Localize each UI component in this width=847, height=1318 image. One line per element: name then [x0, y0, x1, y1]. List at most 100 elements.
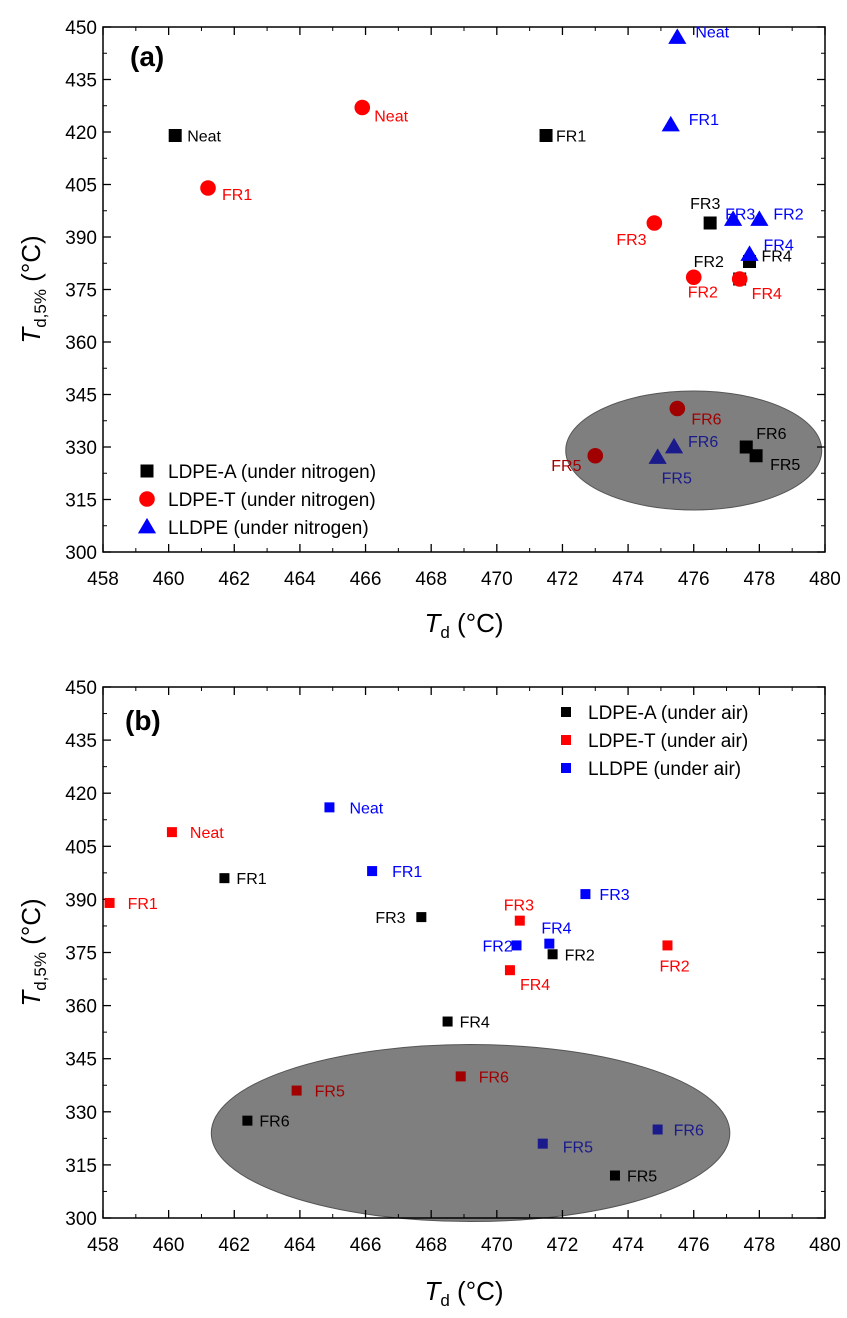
data-point: [661, 115, 680, 132]
data-point: [442, 1016, 453, 1027]
point-label: FR2: [773, 207, 803, 224]
point-label: FR3: [504, 898, 534, 915]
x-tick-label: 462: [218, 569, 250, 590]
point-label: FR5: [551, 458, 581, 475]
point-label: FR3: [599, 887, 629, 904]
point-label: FR3: [690, 196, 720, 213]
y-tick-label: 330: [65, 438, 97, 459]
data-point: [739, 440, 753, 454]
x-tick-label: 460: [153, 1235, 185, 1256]
point-label: FR4: [762, 249, 792, 266]
point-label: FR6: [674, 1123, 704, 1140]
point-label: FR4: [541, 921, 571, 938]
data-point: [750, 210, 769, 226]
x-tick-label: 478: [744, 569, 776, 590]
legend-marker: [140, 464, 154, 478]
y-tick-label: 450: [65, 18, 97, 39]
point-label: FR4: [520, 977, 550, 994]
x-tick-label: 472: [547, 1235, 579, 1256]
data-point: [652, 1124, 663, 1135]
legend-marker: [139, 491, 155, 507]
scatter-chart-b: 458 460 462 464 466 468 470 472 474 476 478 480 300 3…: [16, 678, 841, 1310]
panel-label: (b): [125, 705, 161, 736]
y-tick-label: 420: [65, 784, 97, 805]
data-point: [669, 400, 686, 417]
point-label: FR1: [236, 871, 266, 888]
y-tick-label: 330: [65, 1103, 97, 1124]
point-label: FR5: [770, 457, 800, 474]
x-tick-label: 462: [218, 1235, 250, 1256]
legend-marker: [561, 763, 571, 773]
x-tick-label: 480: [809, 569, 841, 590]
x-axis-label: Td (°C): [424, 1276, 503, 1310]
data-point: [166, 827, 177, 838]
data-point: [200, 180, 216, 196]
x-tick-label: 474: [612, 569, 644, 590]
data-point: [724, 210, 743, 226]
point-label: FR1: [556, 129, 586, 146]
data-point: [511, 940, 522, 951]
y-tick-label: 450: [65, 678, 97, 699]
y-tick-label: 435: [65, 731, 97, 752]
point-label: FR4: [764, 238, 794, 255]
chart-panel-a: 458 460 462 464 466 468 470 472 474 476 478 480 300 3…: [16, 18, 841, 642]
y-tick-label: 375: [65, 281, 97, 302]
x-tick-label: 458: [87, 569, 119, 590]
data-point: [514, 915, 525, 926]
scatter-chart-a: 458 460 462 464 466 468 470 472 474 476 478 480 300 3…: [16, 18, 841, 642]
highlight-ellipse: [565, 390, 823, 511]
point-label: Neat: [349, 800, 383, 817]
x-tick-label: 472: [547, 569, 579, 590]
point-label: Neat: [695, 25, 729, 42]
x-tick-label: 464: [284, 1235, 316, 1256]
data-point: [544, 938, 555, 949]
x-tick-label: 478: [744, 1235, 776, 1256]
x-tick-label: 476: [678, 1235, 710, 1256]
y-tick-label: 405: [65, 176, 97, 197]
data-point: [685, 269, 702, 286]
data-point: [749, 449, 763, 463]
data-point: [664, 437, 684, 454]
point-label: FR6: [259, 1114, 289, 1131]
y-axis-label: Td,5% (°C): [16, 898, 50, 1006]
y-tick-label: 390: [65, 890, 97, 911]
data-point: [455, 1071, 466, 1082]
point-label: FR5: [315, 1084, 345, 1101]
data-point: [731, 271, 748, 287]
legend-marker: [561, 735, 571, 745]
data-point: [537, 1138, 548, 1149]
x-axis-label: Td (°C): [424, 608, 503, 642]
x-tick-label: 468: [415, 569, 447, 590]
y-axis-label: Td,5% (°C): [16, 235, 50, 343]
data-point: [648, 448, 667, 464]
y-tick-label: 360: [65, 333, 97, 354]
y-tick-label: 360: [65, 997, 97, 1018]
point-label: Neat: [190, 825, 224, 842]
point-label: FR1: [689, 112, 719, 129]
point-label: FR4: [752, 286, 782, 303]
y-tick-label: 435: [65, 71, 97, 92]
point-label: FR3: [725, 207, 755, 224]
y-tick-label: 375: [65, 944, 97, 965]
data-point: [539, 129, 553, 142]
point-label: FR3: [375, 910, 405, 927]
data-point: [354, 99, 371, 116]
point-label: FR6: [688, 434, 718, 451]
y-tick-label: 405: [65, 837, 97, 858]
point-label: FR2: [565, 947, 595, 964]
point-label: FR5: [627, 1169, 657, 1186]
legend-entry: LLDPE (under air): [588, 759, 741, 780]
y-tick-label: 345: [65, 1050, 97, 1071]
data-point: [662, 940, 673, 951]
x-tick-label: 460: [153, 569, 185, 590]
point-label: FR3: [616, 232, 646, 249]
data-point: [324, 802, 335, 813]
data-point: [168, 129, 182, 142]
x-tick-label: 466: [350, 569, 382, 590]
data-point: [104, 897, 115, 908]
legend-entry: LDPE-T (under nitrogen): [168, 490, 376, 511]
data-point: [367, 866, 378, 877]
point-label: FR2: [694, 254, 724, 271]
point-label: FR2: [659, 958, 689, 975]
data-point: [219, 873, 230, 884]
